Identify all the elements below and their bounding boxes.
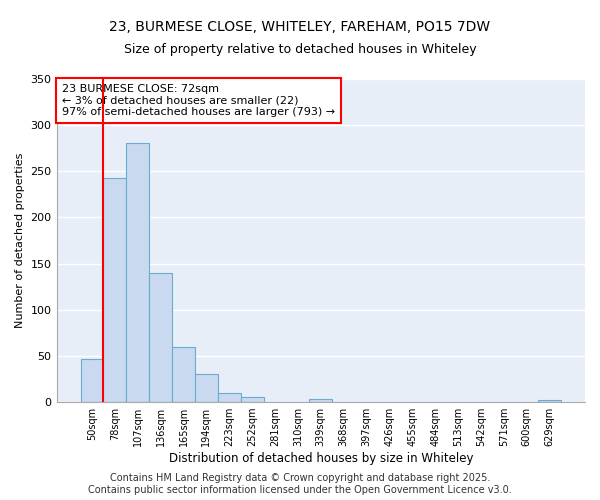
Y-axis label: Number of detached properties: Number of detached properties bbox=[15, 153, 25, 328]
Bar bbox=[195, 374, 218, 402]
Bar bbox=[103, 178, 127, 402]
Text: 23, BURMESE CLOSE, WHITELEY, FAREHAM, PO15 7DW: 23, BURMESE CLOSE, WHITELEY, FAREHAM, PO… bbox=[109, 20, 491, 34]
Text: 23 BURMESE CLOSE: 72sqm
← 3% of detached houses are smaller (22)
97% of semi-det: 23 BURMESE CLOSE: 72sqm ← 3% of detached… bbox=[62, 84, 335, 117]
Bar bbox=[127, 142, 149, 402]
Text: Size of property relative to detached houses in Whiteley: Size of property relative to detached ho… bbox=[124, 42, 476, 56]
Bar bbox=[218, 393, 241, 402]
Bar bbox=[80, 358, 103, 402]
Bar bbox=[310, 400, 332, 402]
Text: Contains HM Land Registry data © Crown copyright and database right 2025.
Contai: Contains HM Land Registry data © Crown c… bbox=[88, 474, 512, 495]
Bar bbox=[241, 396, 263, 402]
Bar bbox=[149, 273, 172, 402]
X-axis label: Distribution of detached houses by size in Whiteley: Distribution of detached houses by size … bbox=[169, 452, 473, 465]
Bar bbox=[172, 346, 195, 402]
Bar bbox=[538, 400, 561, 402]
